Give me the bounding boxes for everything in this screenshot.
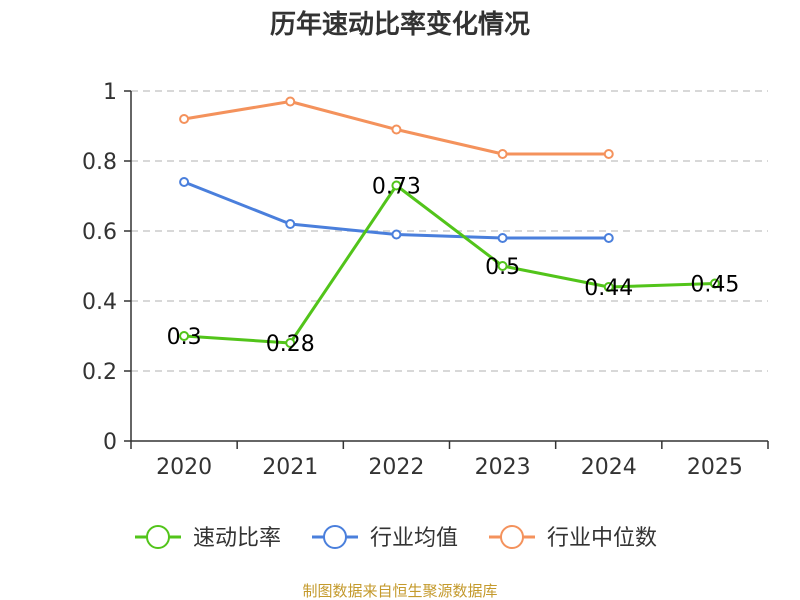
- y-tick-label: 1: [103, 80, 117, 105]
- legend-item[interactable]: 行业均值: [312, 525, 458, 551]
- data-point[interactable]: [391, 124, 402, 135]
- gridlines: [131, 90, 768, 372]
- axes: 0 0.2 0.4 0.6 0.8 1 2020 2021 2022 2023 2024 2025: [82, 80, 769, 480]
- y-tick-label: 0.6: [82, 220, 117, 245]
- series-line: [183, 184, 715, 345]
- legend-label: 行业中位数: [547, 526, 657, 551]
- x-tick-label: 2023: [475, 455, 531, 480]
- data-point[interactable]: [179, 177, 190, 187]
- legend-label: 行业均值: [370, 526, 458, 551]
- x-tick-label: 2020: [156, 455, 212, 480]
- data-label: 0.28: [266, 332, 315, 357]
- legend-item[interactable]: 速动比率: [135, 525, 281, 551]
- data-point[interactable]: [603, 233, 614, 243]
- data-labels: 0.3 0.28 0.73 0.5 0.44 0.45: [167, 175, 740, 358]
- data-point[interactable]: [497, 233, 508, 243]
- data-point[interactable]: [285, 96, 296, 107]
- data-point[interactable]: [603, 282, 614, 292]
- y-tick-label: 0.8: [82, 150, 117, 175]
- x-tick-label: 2025: [687, 455, 743, 480]
- data-point[interactable]: [285, 338, 296, 348]
- y-tick-label: 0.2: [82, 360, 117, 385]
- data-point[interactable]: [709, 278, 720, 289]
- data-point[interactable]: [285, 219, 296, 229]
- legend-item[interactable]: 行业中位数: [489, 525, 657, 551]
- data-point[interactable]: [603, 149, 614, 159]
- data-label: 0.44: [584, 276, 633, 301]
- data-point[interactable]: [497, 149, 508, 159]
- series-group: [179, 96, 720, 348]
- data-label: 0.73: [372, 175, 421, 200]
- y-tick-label: 0: [103, 430, 117, 455]
- data-point[interactable]: [391, 180, 402, 191]
- source-note: 制图数据来自恒生聚源数据库: [302, 582, 497, 600]
- legend-marker: [146, 525, 170, 549]
- data-point[interactable]: [391, 229, 402, 240]
- data-point[interactable]: [179, 114, 190, 124]
- chart-title: 历年速动比率变化情况: [270, 9, 530, 40]
- legend-marker: [500, 525, 524, 549]
- data-point[interactable]: [179, 331, 190, 341]
- x-tick-label: 2022: [368, 455, 424, 480]
- data-point[interactable]: [497, 261, 508, 271]
- y-tick-label: 0.4: [82, 290, 117, 315]
- legend-label: 速动比率: [193, 526, 281, 551]
- data-label: 0.5: [485, 255, 520, 280]
- data-label: 0.3: [167, 325, 202, 350]
- legend[interactable]: 速动比率 行业均值 行业中位数: [135, 525, 657, 551]
- data-label: 0.45: [690, 273, 739, 298]
- x-tick-label: 2024: [581, 455, 637, 480]
- legend-marker: [323, 525, 347, 549]
- x-tick-label: 2021: [262, 455, 318, 480]
